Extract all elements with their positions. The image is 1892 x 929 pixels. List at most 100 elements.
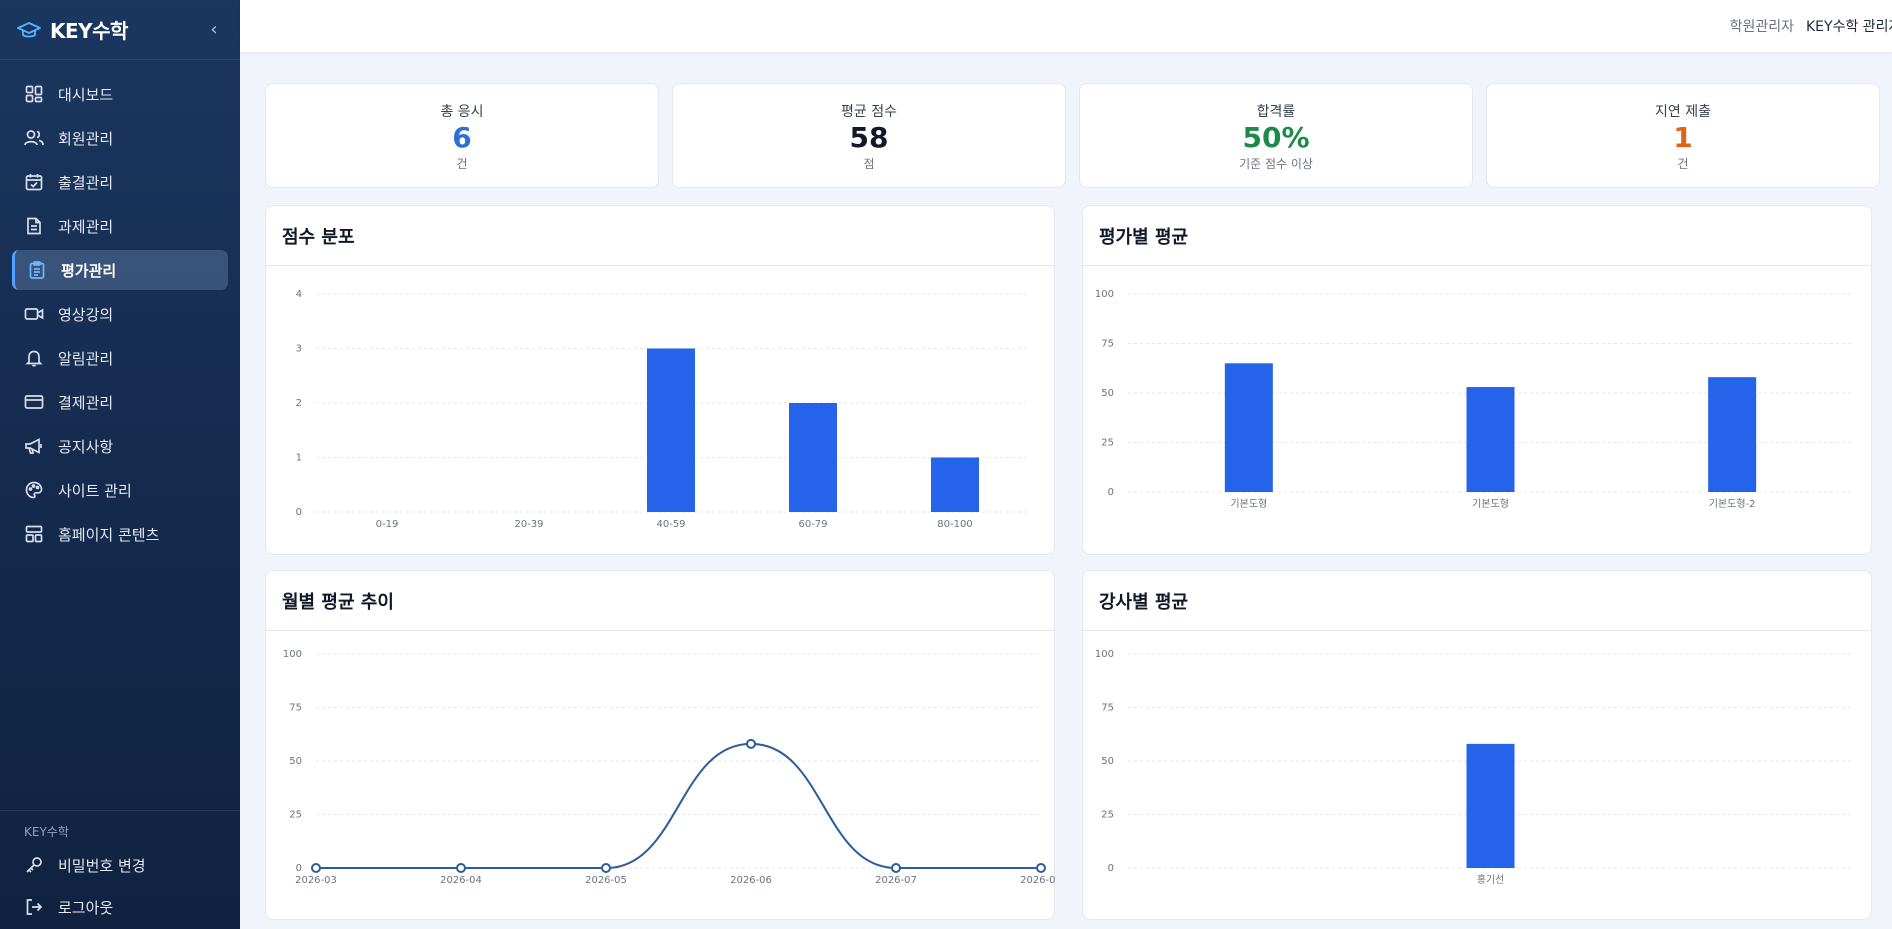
y-tick-label: 75 [1101, 339, 1114, 350]
sidebar-item-label: 대시보드 [58, 85, 114, 104]
bar[interactable] [1466, 743, 1515, 868]
sidebar-item-label: 알림관리 [58, 349, 114, 368]
bar[interactable] [1708, 377, 1757, 492]
y-tick-label: 50 [1101, 756, 1114, 767]
chart-card-monthly-trend: 월별 평균 추이 0 25 50 75 100 2026-03 2026-04 2026-05… [265, 570, 1056, 920]
graduation-cap-icon [17, 21, 41, 37]
layout-icon [24, 524, 44, 544]
logout-button[interactable]: 로그아웃 [12, 887, 228, 927]
x-tick-label: 2026-04 [440, 875, 482, 886]
sidebar-item-label: 사이트 관리 [58, 481, 132, 500]
bar[interactable] [931, 457, 979, 513]
bar[interactable] [1466, 387, 1515, 492]
x-tick-label: 60-79 [798, 519, 827, 530]
brand-header: KEY수학 ‹ [0, 0, 240, 60]
chart-title: 월별 평균 추이 [266, 571, 1054, 631]
avg-by-instructor-chart: 0 25 50 75 100 홍기선 [1095, 649, 1853, 886]
x-tick-label: 기본도형-2 [1709, 498, 1756, 510]
chevron-left-icon[interactable]: ‹ [210, 19, 218, 40]
chart-title: 평가별 평균 [1083, 206, 1871, 266]
x-tick-label: 기본도형 [1230, 498, 1267, 510]
dashboard-grid-icon [24, 84, 44, 104]
x-tick-label: 2026-06 [730, 875, 772, 886]
chart-card-score-distribution: 점수 분포 0 1 2 3 4 0-19 20-39 40-59 60-79 80-100 [265, 205, 1055, 555]
data-point[interactable] [456, 863, 466, 873]
sidebar-item-notices[interactable]: 공지사항 [12, 426, 228, 466]
user-name[interactable]: KEY수학 관리자 [1806, 19, 1892, 35]
sidebar-item-label: 홈페이지 콘텐츠 [58, 525, 160, 544]
sidebar-item-dashboard[interactable]: 대시보드 [12, 74, 228, 114]
y-tick-label: 25 [1101, 810, 1114, 821]
x-tick-label: 0-19 [376, 519, 399, 530]
bar[interactable] [789, 403, 837, 512]
y-tick-label: 25 [1101, 438, 1114, 449]
sidebar-item-assignments[interactable]: 과제관리 [12, 206, 228, 246]
key-icon [24, 855, 44, 875]
y-tick-label: 100 [1095, 649, 1114, 660]
y-tick-label: 0 [1108, 487, 1114, 498]
sidebar-item-label: 영상강의 [58, 305, 114, 324]
y-tick-label: 100 [283, 649, 302, 660]
data-point[interactable] [1036, 863, 1046, 873]
sidebar: KEY수학 ‹ 대시보드 회원관리 출결관리 과제관리 평가관리 영상강의 [0, 0, 240, 929]
bell-icon [24, 348, 44, 368]
score-distribution-chart: 0 1 2 3 4 0-19 20-39 40-59 60-79 80-100 [296, 289, 1026, 530]
credit-card-icon [24, 392, 44, 412]
stat-value: 50% [1242, 121, 1310, 154]
sidebar-item-members[interactable]: 회원관리 [12, 118, 228, 158]
sidebar-item-attendance[interactable]: 출결관리 [12, 162, 228, 202]
data-point[interactable] [746, 738, 756, 749]
sidebar-footer: KEY수학 비밀번호 변경 로그아웃 [0, 810, 240, 929]
chart-title: 점수 분포 [266, 206, 1054, 266]
y-tick-label: 50 [1101, 388, 1114, 399]
brand-name: KEY수학 [50, 19, 128, 43]
palette-icon [24, 480, 44, 500]
monthly-trend-chart: 0 25 50 75 100 2026-03 2026-04 2026-05 2026-06 20… [283, 649, 1056, 886]
data-point[interactable] [601, 863, 611, 873]
data-point[interactable] [311, 863, 321, 873]
bar[interactable] [1224, 363, 1273, 492]
change-password-label: 비밀번호 변경 [58, 856, 146, 875]
y-tick-label: 0 [296, 863, 302, 874]
sidebar-item-label: 회원관리 [58, 129, 114, 148]
sidebar-item-site-settings[interactable]: 사이트 관리 [12, 470, 228, 510]
y-tick-label: 2 [296, 398, 302, 409]
sidebar-item-notifications[interactable]: 알림관리 [12, 338, 228, 378]
stat-unit: 건 [1677, 157, 1689, 171]
series-line [316, 742, 1041, 870]
logout-icon [24, 897, 44, 917]
change-password-button[interactable]: 비밀번호 변경 [12, 845, 228, 885]
x-tick-label: 20-39 [514, 519, 543, 530]
video-icon [24, 304, 44, 324]
sidebar-nav: 대시보드 회원관리 출결관리 과제관리 평가관리 영상강의 알림관리 결제관리 [0, 60, 240, 554]
megaphone-icon [24, 436, 44, 456]
stat-unit: 점 [863, 157, 875, 171]
y-tick-label: 1 [296, 453, 302, 464]
clipboard-list-icon [27, 260, 47, 280]
sidebar-item-label: 결제관리 [58, 393, 114, 412]
sidebar-item-label: 과제관리 [58, 217, 114, 236]
sidebar-item-label: 평가관리 [61, 261, 117, 280]
y-tick-label: 75 [1101, 703, 1114, 714]
avg-by-assessment-chart: 0 25 50 75 100 기본도형 기본도형 기본도형-2 [1095, 289, 1853, 510]
y-tick-label: 0 [1108, 863, 1114, 874]
stat-unit: 건 [456, 157, 468, 171]
sidebar-item-assessments[interactable]: 평가관리 [12, 250, 228, 290]
calendar-check-icon [24, 172, 44, 192]
user-role: 학원관리자 [1729, 19, 1794, 35]
stat-card-pass-rate: 합격률 50% 기준 점수 이상 [1079, 83, 1473, 188]
chart-card-avg-by-instructor: 강사별 평균 0 25 50 75 100 홍기선 [1082, 570, 1872, 920]
sidebar-item-video-lectures[interactable]: 영상강의 [12, 294, 228, 334]
x-tick-label: 80-100 [937, 519, 972, 530]
sidebar-item-homepage-content[interactable]: 홈페이지 콘텐츠 [12, 514, 228, 554]
stat-value: 6 [452, 121, 472, 154]
stat-card-average-score: 평균 점수 58 점 [672, 83, 1066, 188]
bar[interactable] [647, 348, 695, 513]
x-tick-label: 기본도형 [1472, 498, 1509, 510]
logout-label: 로그아웃 [58, 898, 114, 917]
stat-label: 합격률 [1256, 104, 1296, 120]
sidebar-item-label: 출결관리 [58, 173, 114, 192]
sidebar-item-payments[interactable]: 결제관리 [12, 382, 228, 422]
data-point[interactable] [891, 863, 901, 873]
stat-value: 58 [849, 121, 889, 154]
